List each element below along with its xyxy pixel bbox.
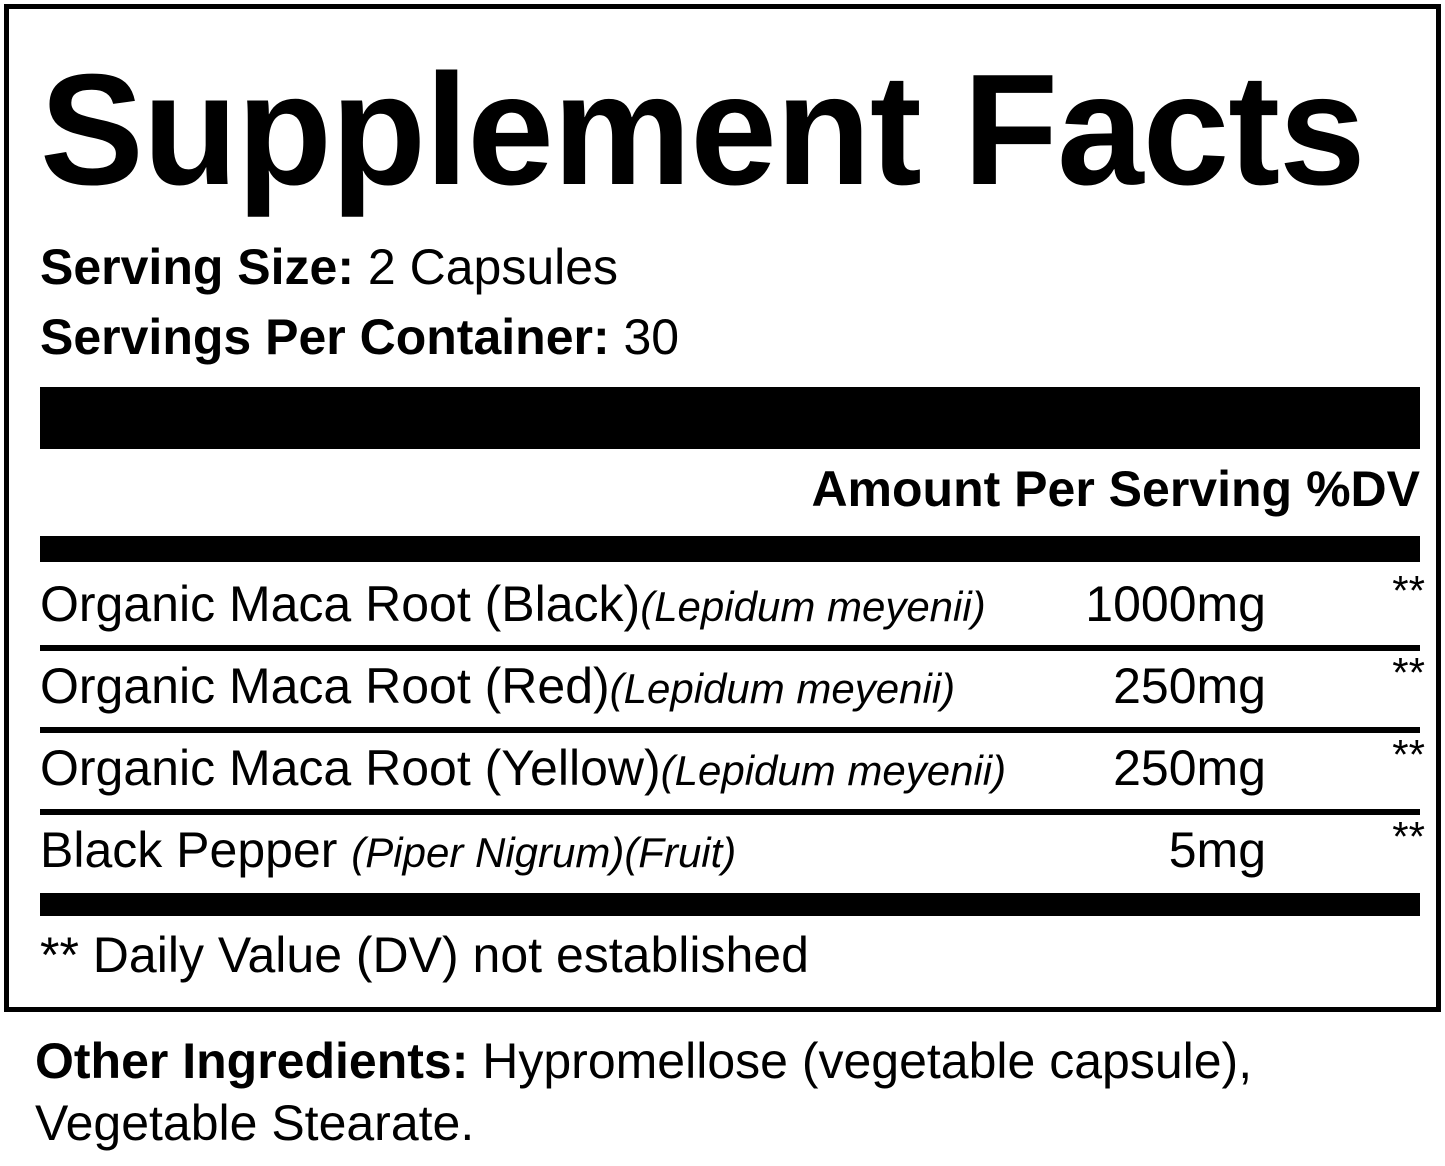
serving-size-row: Serving Size: 2 Capsules [40,242,618,292]
divider-row-separator [40,727,1420,733]
amount-per-serving-header: Amount Per Serving [811,461,1293,517]
ingredient-row: Organic Maca Root (Red)(Lepidum meyenii)… [40,649,1425,729]
other-ingredients-label: Other Ingredients: [35,1033,469,1089]
ingredient-name: Black Pepper (Piper Nigrum)(Fruit) [40,817,736,886]
ingredient-row: Black Pepper (Piper Nigrum)(Fruit) 5mg *… [40,813,1425,893]
ingredient-name: Organic Maca Root (Black)(Lepidum meyeni… [40,571,986,640]
divider-thick-bottom [40,893,1420,916]
ingredient-common-name: Organic Maca Root (Black) [40,576,641,632]
ingredient-daily-value: ** [1392,731,1425,778]
ingredient-row: Organic Maca Root (Black)(Lepidum meyeni… [40,567,1425,647]
ingredient-scientific-name: (Lepidum meyenii) [609,665,956,712]
divider-row-separator [40,809,1420,815]
divider-row-separator [40,645,1420,651]
ingredient-scientific-name: (Lepidum meyenii) [660,747,1007,794]
servings-per-container-row: Servings Per Container: 30 [40,312,679,362]
ingredient-scientific-name: (Lepidum meyenii) [640,583,986,630]
ingredient-common-name: Black Pepper [40,822,352,878]
ingredient-daily-value: ** [1392,649,1425,696]
ingredient-scientific-name: (Piper Nigrum)(Fruit) [351,829,737,876]
ingredient-daily-value: ** [1392,813,1425,860]
ingredient-amount: 250mg [1113,740,1266,796]
other-ingredients-value: Hypromellose (vegetable capsule), Vegeta… [35,1033,1253,1151]
ingredient-amount: 250mg [1113,658,1266,714]
column-headers-row: Amount Per Serving %DV [40,461,1420,517]
servings-per-container-value: 30 [609,309,680,365]
serving-size-label: Serving Size: [40,239,354,295]
daily-value-header: %DV [1306,461,1420,517]
ingredient-amount: 5mg [1168,822,1266,878]
divider-under-header [40,536,1420,562]
serving-size-value: 2 Capsules [354,239,619,295]
divider-thick-top [40,387,1420,449]
daily-value-footnote: ** Daily Value (DV) not established [40,927,809,983]
panel-inner-content: Supplement Facts Serving Size: 2 Capsule… [40,9,1425,1007]
supplement-facts-panel: Supplement Facts Serving Size: 2 Capsule… [4,4,1441,1012]
ingredient-daily-value: ** [1392,567,1425,614]
other-ingredients-section: Other Ingredients: Hypromellose (vegetab… [35,1030,1325,1154]
ingredient-row: Organic Maca Root (Yellow)(Lepidum meyen… [40,731,1425,811]
servings-per-container-label: Servings Per Container: [40,309,610,365]
ingredient-common-name: Organic Maca Root (Red) [40,658,610,714]
ingredient-amount: 1000mg [1085,576,1266,632]
ingredient-name: Organic Maca Root (Red)(Lepidum meyenii) [40,653,955,722]
ingredient-name: Organic Maca Root (Yellow)(Lepidum meyen… [40,735,1006,804]
ingredient-common-name: Organic Maca Root (Yellow) [40,740,661,796]
supplement-facts-title: Supplement Facts [40,42,1366,218]
